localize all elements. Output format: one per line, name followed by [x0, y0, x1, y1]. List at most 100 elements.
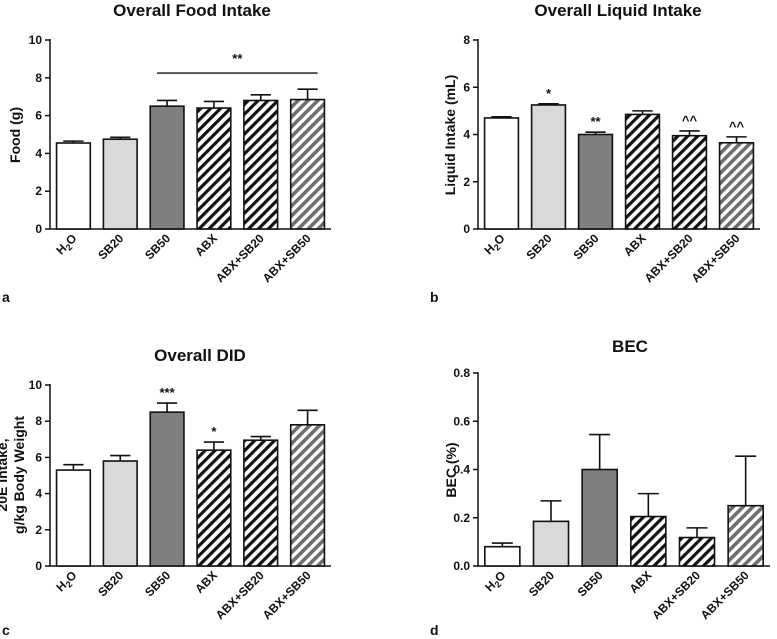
x-tick-label: ABX+SB50	[260, 231, 314, 285]
x-tick-label: ABX+SB20	[213, 568, 267, 622]
y-axis-label-line: Liquid Intake (mL)	[442, 75, 458, 196]
x-tick-label: SB20	[95, 568, 126, 599]
y-axis-label: Liquid Intake (mL)	[442, 75, 458, 196]
x-tick-label: H2O	[481, 231, 509, 259]
x-tick-label-part: 2	[64, 579, 75, 590]
y-tick-label: 6	[35, 109, 42, 123]
y-tick-label: 8	[463, 33, 470, 47]
y-tick-label: 0.0	[453, 559, 470, 573]
bar-sb50	[149, 411, 185, 567]
y-tick-label: 0.2	[453, 511, 470, 525]
significance-label: **	[590, 114, 601, 129]
y-tick-label: 10	[29, 378, 43, 392]
x-tick-label: SB20	[523, 231, 554, 262]
bar-sb20	[530, 104, 567, 230]
x-tick-label: ABX+SB20	[213, 231, 267, 285]
x-tick-label-part: 2	[492, 242, 503, 253]
chart-title: BEC	[612, 337, 648, 356]
x-tick-label-part: 2	[64, 242, 75, 253]
y-axis-label-line: Food (g)	[7, 107, 23, 163]
y-axis-label-line: BEC (%)	[443, 442, 459, 497]
bar-abx-sb50	[718, 141, 755, 230]
y-tick-label: 0.8	[453, 366, 470, 380]
x-tick-label-part: 2	[493, 579, 504, 590]
bar-abx-sb20	[671, 134, 708, 230]
bar-h2o	[484, 545, 521, 567]
significance-label: ***	[159, 385, 175, 400]
y-tick-label: 0	[463, 222, 470, 236]
y-axis-label: 20E Intake,g/kg Body Weight	[0, 416, 27, 534]
y-axis-label: Food (g)	[7, 107, 23, 163]
y-tick-label: 2	[463, 175, 470, 189]
panel-letter: c	[2, 622, 10, 638]
y-tick-label: 4	[35, 146, 42, 160]
y-tick-label: 0	[35, 222, 42, 236]
x-tick-label: ABX+SB50	[689, 231, 743, 285]
y-tick-label: 2	[35, 523, 42, 537]
x-tick-label: ABX+SB50	[698, 568, 752, 622]
x-tick-label: ABX	[192, 568, 220, 596]
y-tick-label: 4	[35, 487, 42, 501]
y-tick-label: 2	[35, 184, 42, 198]
x-tick-label: SB50	[570, 231, 601, 262]
x-tick-label: SB20	[95, 231, 126, 262]
chart-panel-b: Overall Liquid Intake Liquid Intake (mL) 0…	[430, 1, 760, 305]
x-tick-label: ABX	[627, 568, 655, 596]
bar-sb50	[581, 468, 618, 567]
y-tick-label: 6	[463, 80, 470, 94]
panel-letter: d	[430, 622, 439, 638]
bar-sb20	[532, 520, 570, 567]
y-axis-label-line: 20E Intake,	[0, 438, 10, 511]
x-tick-label: SB50	[142, 231, 173, 262]
y-tick-label: 8	[35, 414, 42, 428]
y-tick-label: 10	[29, 33, 43, 47]
x-tick-label: SB20	[526, 568, 557, 599]
bar-abx	[196, 449, 232, 567]
panel-letter: a	[2, 289, 10, 305]
chart-title: Overall DID	[154, 346, 246, 365]
x-tick-label: ABX	[621, 231, 649, 259]
bar-abx-sb50	[289, 98, 326, 230]
x-tick-label: ABX+SB50	[260, 568, 314, 622]
y-tick-label: 0	[35, 559, 42, 573]
bar-abx-sb20	[243, 99, 279, 230]
significance-label: *	[211, 424, 217, 439]
y-tick-label: 8	[35, 71, 42, 85]
chart-panel-c: Overall DID 20E Intake,g/kg Body Weight 0 2…	[0, 346, 331, 638]
bar-abx	[630, 515, 667, 567]
bar-abx-sb50	[289, 424, 326, 567]
x-tick-label: ABX+SB20	[642, 231, 696, 285]
chart-title: Overall Liquid Intake	[534, 1, 701, 20]
y-tick-label: 6	[35, 450, 42, 464]
y-tick-label: 0.4	[453, 463, 470, 477]
bar-sb20	[102, 460, 138, 567]
bar-h2o	[55, 469, 92, 567]
x-tick-label: ABX	[192, 231, 220, 259]
bracket-label: **	[232, 51, 243, 66]
bar-abx	[624, 113, 661, 230]
y-tick-label: 0.6	[453, 414, 470, 428]
significance-label: ^^	[682, 113, 698, 128]
y-axis-label-line: g/kg Body Weight	[11, 416, 27, 534]
y-tick-label: 4	[463, 128, 470, 142]
bar-abx-sb20	[243, 439, 279, 567]
bar-abx-sb50	[727, 504, 764, 567]
bar-abx	[196, 107, 232, 230]
chart-panel-a: Overall Food Intake Food (g) 0 2 4 6 8 10 H2O SB2…	[2, 1, 331, 305]
significance-label: *	[546, 86, 552, 101]
x-tick-label: H2O	[53, 568, 81, 596]
x-tick-label: H2O	[482, 568, 510, 596]
x-tick-label: SB50	[142, 568, 173, 599]
panel-letter: b	[430, 289, 439, 305]
y-axis-label: BEC (%)	[443, 442, 459, 497]
x-tick-label: H2O	[53, 231, 81, 259]
bar-sb20	[102, 138, 138, 230]
x-tick-label: ABX+SB20	[649, 568, 703, 622]
chart-title: Overall Food Intake	[113, 1, 271, 20]
significance-label: ^^	[729, 119, 745, 134]
bar-sb50	[577, 133, 614, 230]
bar-h2o	[55, 142, 92, 230]
bar-h2o	[483, 117, 520, 230]
